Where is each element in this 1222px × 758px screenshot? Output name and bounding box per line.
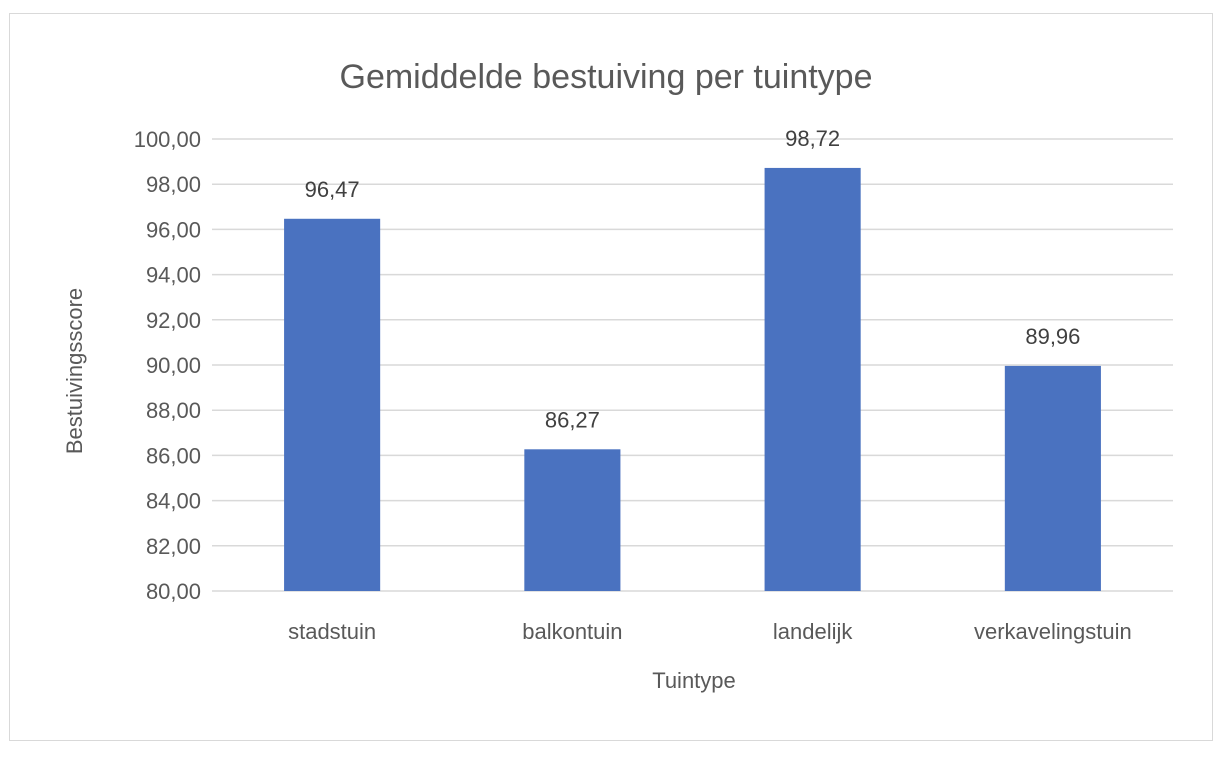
data-label: 86,27 bbox=[545, 407, 600, 432]
x-tick-label: balkontuin bbox=[522, 619, 622, 644]
y-tick-label: 98,00 bbox=[146, 172, 201, 197]
x-tick-label: stadstuin bbox=[288, 619, 376, 644]
y-tick-label: 94,00 bbox=[146, 263, 201, 288]
data-labels: 96,47 86,27 98,72 89,96 bbox=[305, 126, 1081, 432]
y-axis-ticks: 80,00 82,00 84,00 86,00 88,00 90,00 92,00 94,00… bbox=[134, 127, 201, 604]
y-tick-label: 88,00 bbox=[146, 398, 201, 423]
y-tick-label: 90,00 bbox=[146, 353, 201, 378]
chart-title: Gemiddelde bestuiving per tuintype bbox=[340, 58, 873, 96]
y-tick-label: 84,00 bbox=[146, 489, 201, 514]
y-tick-label: 80,00 bbox=[146, 579, 201, 604]
bar bbox=[524, 449, 621, 591]
y-tick-label: 82,00 bbox=[146, 534, 201, 559]
bars bbox=[284, 167, 1101, 592]
data-label: 89,96 bbox=[1025, 324, 1080, 349]
data-label: 96,47 bbox=[305, 177, 360, 202]
x-tick-label: verkavelingstuin bbox=[974, 619, 1132, 644]
bar bbox=[764, 167, 861, 592]
y-axis-title: Bestuivingsscore bbox=[62, 288, 87, 454]
bar bbox=[284, 218, 381, 591]
bar bbox=[1004, 365, 1101, 591]
y-tick-label: 92,00 bbox=[146, 308, 201, 333]
y-tick-label: 100,00 bbox=[134, 127, 201, 152]
x-axis-title: Tuintype bbox=[652, 668, 736, 693]
data-label: 98,72 bbox=[785, 126, 840, 151]
y-tick-label: 86,00 bbox=[146, 443, 201, 468]
x-tick-label: landelijk bbox=[773, 619, 853, 644]
x-axis-ticks: stadstuin balkontuin landelijk verkavelings… bbox=[288, 619, 1132, 644]
y-tick-label: 96,00 bbox=[146, 217, 201, 242]
